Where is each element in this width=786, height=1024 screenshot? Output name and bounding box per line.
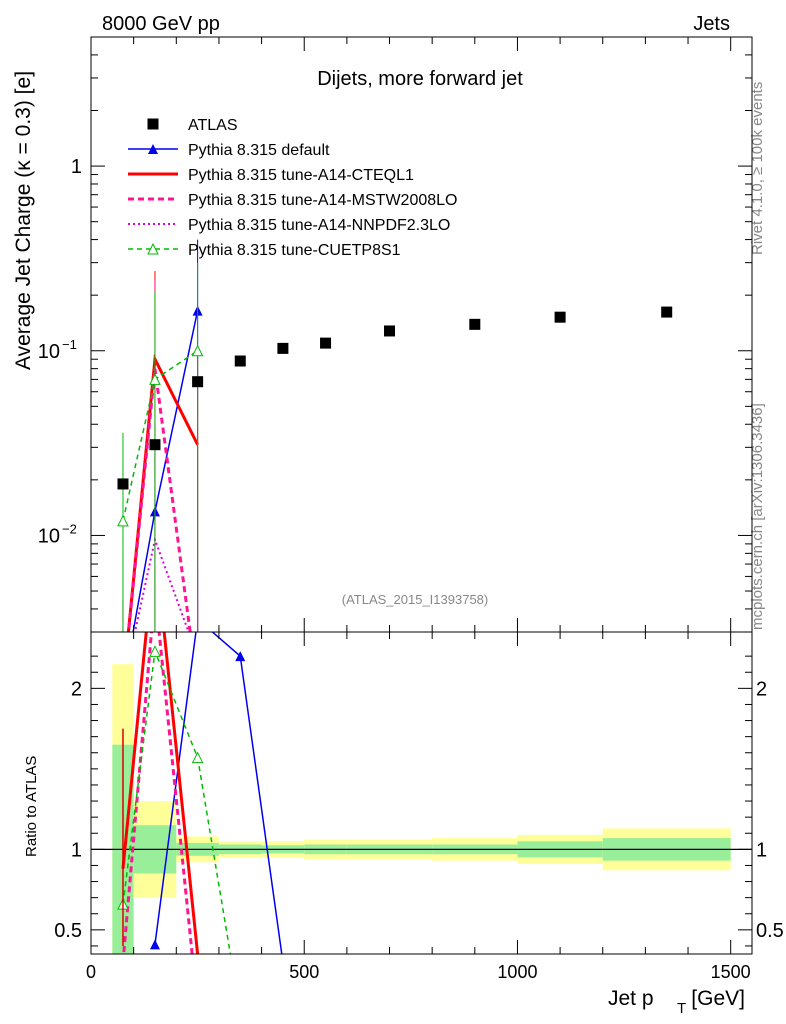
legend-label: ATLAS <box>188 117 238 134</box>
ratio-tick-label-right: 0.5 <box>756 920 784 942</box>
series-marker-0 <box>235 651 246 662</box>
watermark-label: (ATLAS_2015_I1393758) <box>342 592 488 607</box>
series-marker-4 <box>149 645 161 657</box>
atlas-point <box>469 318 481 330</box>
ratio-axis-label: Ratio to ATLAS <box>23 756 40 857</box>
y-tick-exponent: −1 <box>62 337 77 352</box>
series-marker-4 <box>149 373 161 385</box>
atlas-point <box>277 342 289 354</box>
x-tick-label: 1500 <box>711 962 751 982</box>
legend-label: Pythia 8.315 default <box>188 142 330 159</box>
atlas-point <box>384 325 396 337</box>
ratio-tick-label-left: 2 <box>71 678 82 700</box>
ratio-line-2 <box>122 632 194 954</box>
atlas-point <box>554 311 566 323</box>
x-tick-label: 0 <box>86 962 96 982</box>
series-marker-4 <box>117 514 129 527</box>
series-marker-4 <box>191 344 204 357</box>
atlas-point <box>661 306 673 318</box>
ratio-tick-label-right: 1 <box>756 839 767 861</box>
y-tick-exponent: −2 <box>62 521 77 536</box>
ratio-line-3 <box>123 962 198 1005</box>
ratio-tick-label-left: 1 <box>71 839 82 861</box>
legend-label: Pythia 8.315 tune-A14-CTEQL1 <box>188 167 414 184</box>
atlas-point <box>320 337 332 349</box>
legend-label: Pythia 8.315 tune-CUETP8S1 <box>188 242 401 259</box>
x-axis-label-main: Jet p <box>608 987 654 1010</box>
x-axis-label-sub: T <box>677 1000 686 1017</box>
y-tick-label: 10 <box>38 525 60 547</box>
rivet-label: Rivet 4.1.0, ≥ 100k events <box>749 82 766 255</box>
ratio-line-1 <box>121 632 200 954</box>
x-tick-label: 1000 <box>497 962 537 982</box>
legend-marker <box>148 144 158 154</box>
plot-title: Dijets, more forward jet <box>317 68 523 90</box>
ratio-tick-label-right: 2 <box>756 678 767 700</box>
x-axis-label-unit: [GeV] <box>691 987 745 1010</box>
legend-marker <box>147 242 159 255</box>
y-tick-label: 10 <box>38 341 60 363</box>
series-marker-4 <box>227 957 237 967</box>
legend-label: Pythia 8.315 tune-A14-NNPDF2.3LO <box>188 217 450 234</box>
header-right-label: Jets <box>693 13 730 35</box>
ratio-line-4 <box>122 648 232 954</box>
series-marker-0 <box>278 957 288 967</box>
legend-label: Pythia 8.315 tune-A14-MSTW2008LO <box>188 192 457 209</box>
series-marker-4 <box>191 751 204 764</box>
y-tick-label: 1 <box>71 156 82 178</box>
series-line-2 <box>127 368 192 632</box>
series-marker-0 <box>149 939 160 950</box>
header-left-label: 8000 GeV pp <box>102 13 220 35</box>
x-axis-label: Jet p T [GeV] <box>608 987 745 1017</box>
series-line-4 <box>122 350 199 521</box>
ratio-frame <box>90 631 753 955</box>
legend-marker <box>147 118 159 130</box>
atlas-point <box>117 478 129 490</box>
ratio-tick-label-left: 0.5 <box>54 920 82 942</box>
atlas-point <box>234 355 246 367</box>
x-tick-label: 500 <box>289 962 319 982</box>
atlas-point <box>192 376 204 388</box>
y-axis-label: Average Jet Charge (κ = 0.3) [e] <box>12 71 35 370</box>
mcplots-label: mcplots.cern.ch [arXiv:1306.3436] <box>749 403 766 630</box>
atlas-point <box>149 439 161 451</box>
